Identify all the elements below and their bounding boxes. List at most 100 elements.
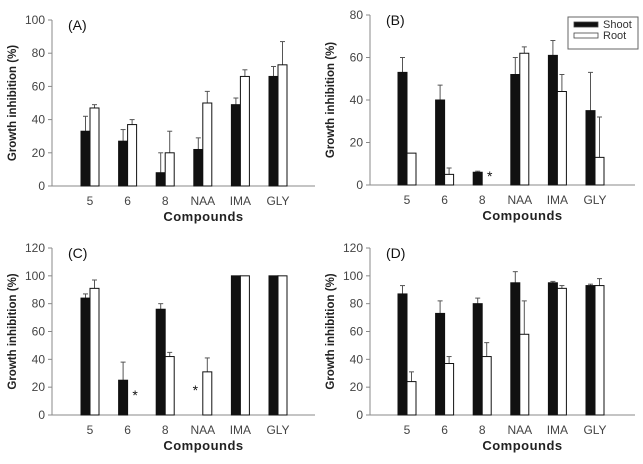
y-tick-label: 100	[343, 269, 363, 283]
bar-root	[519, 333, 530, 416]
bar-shoot	[547, 282, 558, 416]
x-tick-label: GLY	[266, 423, 289, 437]
legend-swatch-shoot	[573, 21, 599, 28]
bar-root	[481, 356, 492, 416]
bar-shoot	[547, 54, 558, 186]
x-tick-label: 5	[87, 423, 94, 437]
y-axis-title: Growth inhibition (%)	[7, 45, 19, 161]
x-tick-label: GLY	[583, 193, 606, 207]
bar-shoot	[230, 275, 241, 416]
bar-root	[444, 363, 455, 416]
bar-root	[239, 275, 250, 416]
y-axis-title: Growth inhibition (%)	[7, 273, 19, 389]
y-tick-label: 60	[350, 51, 364, 65]
bar-root	[164, 152, 175, 187]
legend-label-shoot: Shoot	[603, 19, 632, 31]
y-tick-label: 0	[356, 408, 363, 422]
x-tick-label: IMA	[230, 423, 251, 437]
bar-shoot	[268, 275, 279, 416]
y-tick-label: 20	[32, 146, 46, 160]
significance-asterisk: *	[193, 382, 199, 398]
y-tick-label: 40	[350, 93, 364, 107]
x-tick-label: IMA	[547, 193, 568, 207]
bar-shoot	[118, 140, 129, 187]
y-axis-title: Growth inhibition (%)	[325, 42, 337, 158]
bar-root	[239, 75, 250, 187]
significance-asterisk: *	[487, 168, 493, 184]
bar-shoot	[193, 148, 204, 187]
bar-shoot	[472, 303, 483, 416]
bar-root	[127, 124, 138, 187]
y-tick-label: 0	[356, 178, 363, 192]
x-axis-title: Compounds	[482, 208, 562, 223]
x-tick-label: 8	[479, 193, 486, 207]
bar-shoot	[155, 172, 166, 187]
y-tick-label: 40	[350, 352, 364, 366]
bar-root	[277, 275, 288, 416]
bar-shoot	[80, 297, 91, 416]
bar-root	[406, 381, 417, 416]
panel-label: (A)	[68, 17, 87, 33]
bar-root	[406, 152, 417, 186]
bar-shoot	[510, 282, 521, 416]
x-tick-label: IMA	[547, 423, 568, 437]
bar-root	[594, 156, 605, 186]
y-tick-label: 120	[343, 241, 363, 255]
x-tick-label: 5	[87, 194, 94, 208]
y-axis-title: Growth inhibition (%)	[325, 273, 337, 389]
x-tick-label: NAA	[507, 193, 532, 207]
x-tick-label: NAA	[507, 423, 532, 437]
x-tick-label: 8	[479, 423, 486, 437]
bar-root	[89, 287, 100, 416]
x-tick-label: GLY	[583, 423, 606, 437]
x-tick-label: 8	[162, 423, 169, 437]
x-axis-title: Compounds	[163, 438, 243, 453]
y-tick-label: 20	[32, 380, 46, 394]
bar-root	[277, 64, 288, 187]
bar-shoot	[397, 293, 408, 416]
panel-d: 0 20 40 60 80 100 120 5 6 8 NAA IMA GLY (D) Growth inh…	[325, 241, 635, 453]
bar-shoot	[268, 75, 279, 187]
bar-root	[594, 285, 605, 416]
x-tick-label: 6	[441, 423, 448, 437]
bar-shoot	[155, 308, 166, 416]
x-tick-label: IMA	[230, 194, 251, 208]
panel-c: 0 20 40 60 80 100 120 5 6 8 NAA IMA GLY * * (C) Growth i…	[7, 241, 315, 453]
x-axis-title: Compounds	[482, 438, 562, 453]
bar-shoot	[230, 104, 241, 187]
y-tick-label: 80	[350, 8, 364, 22]
bar-shoot	[435, 312, 446, 416]
panel-label: (B)	[386, 12, 405, 28]
bar-root	[202, 102, 213, 187]
y-tick-label: 60	[32, 325, 46, 339]
y-tick-label: 100	[25, 269, 45, 283]
x-tick-label: 6	[441, 193, 448, 207]
bar-shoot	[510, 74, 521, 186]
x-tick-label: NAA	[190, 423, 215, 437]
x-tick-label: 5	[404, 423, 411, 437]
bar-shoot	[435, 99, 446, 186]
x-tick-label: 5	[404, 193, 411, 207]
y-tick-label: 40	[32, 113, 46, 127]
x-axis-title: Compounds	[163, 209, 243, 224]
bar-shoot	[585, 285, 596, 416]
y-tick-label: 80	[32, 297, 46, 311]
x-tick-label: 6	[124, 194, 131, 208]
bar-shoot	[80, 130, 91, 187]
y-tick-label: 0	[38, 179, 45, 193]
y-tick-label: 20	[350, 380, 364, 394]
bar-root	[202, 371, 213, 416]
bar-root	[164, 356, 175, 416]
y-tick-label: 60	[32, 79, 46, 93]
y-tick-label: 60	[350, 325, 364, 339]
y-tick-label: 80	[350, 297, 364, 311]
y-tick-label: 120	[25, 241, 45, 255]
x-tick-label: 8	[162, 194, 169, 208]
y-tick-label: 40	[32, 352, 46, 366]
panel-a: 0 20 40 60 80 100 5 6 8 NAA IMA GLY (A) Growth inhibi…	[7, 13, 315, 224]
legend-swatch-root	[573, 32, 599, 39]
bar-root	[444, 173, 455, 186]
bar-shoot	[118, 379, 129, 416]
